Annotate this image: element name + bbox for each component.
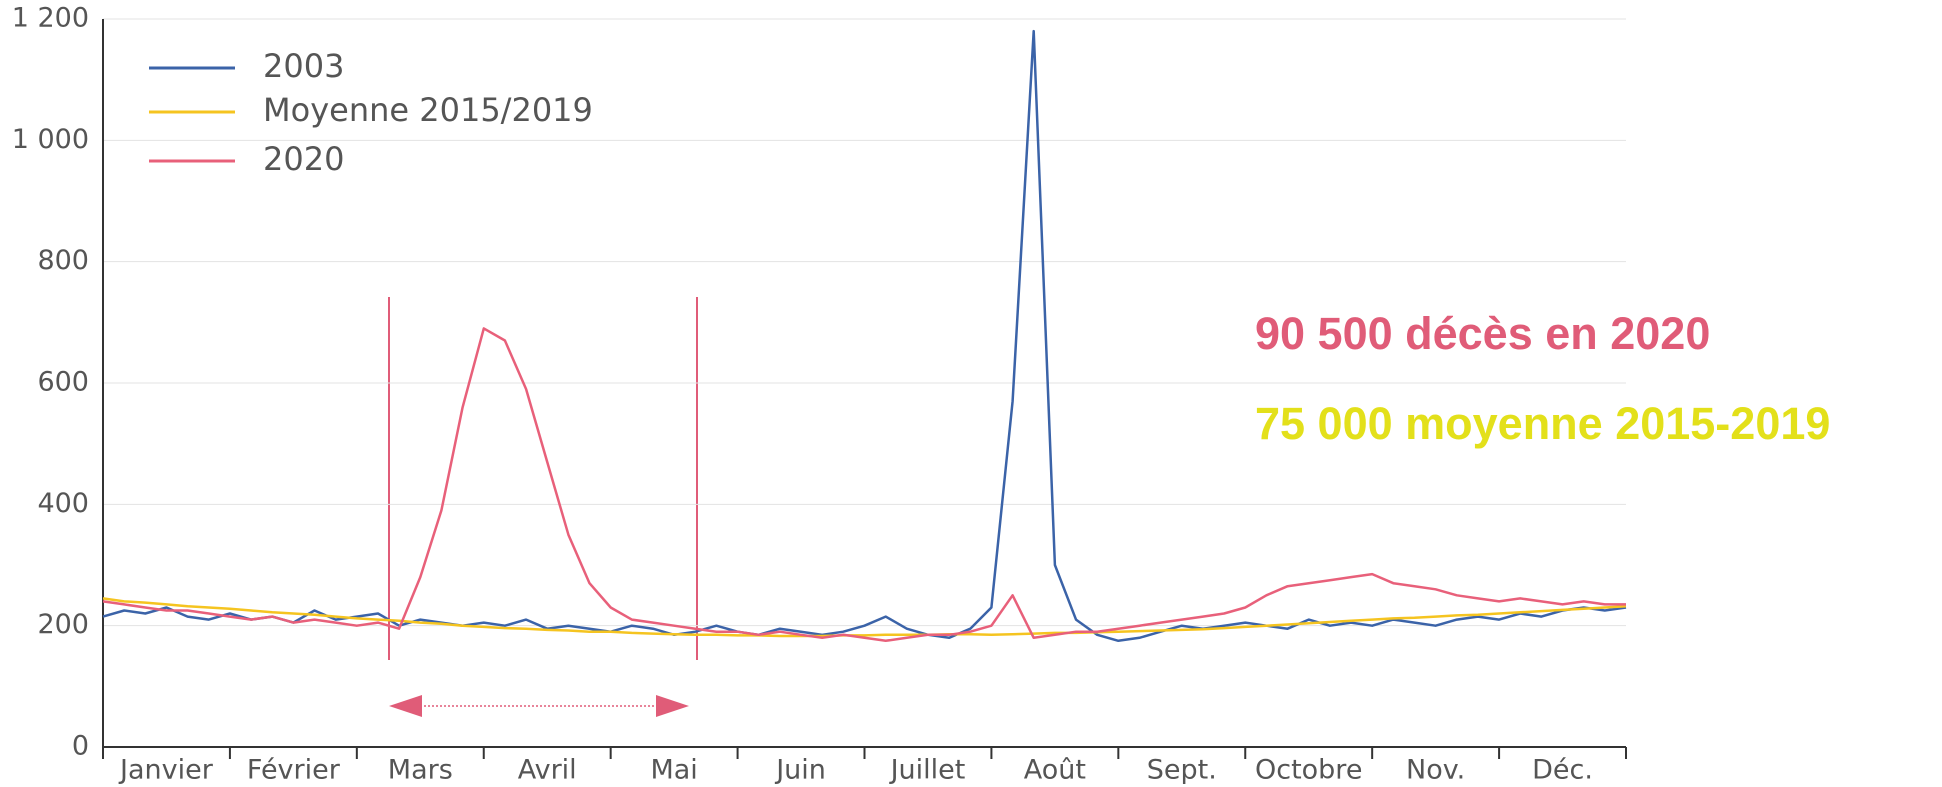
line-series <box>102 327 1626 643</box>
x-tick-label: Déc. <box>1532 755 1593 786</box>
annotation: 75 000 moyenne 2015-2019 <box>1255 398 1830 449</box>
y-tick-label: 1 200 <box>12 3 89 34</box>
arrow-head-left <box>389 695 422 717</box>
annotation: 90 500 décès en 2020 <box>1255 308 1710 359</box>
x-tick-label: Juillet <box>889 755 966 786</box>
x-tick-label: Sept. <box>1147 755 1217 786</box>
line-series <box>102 597 1627 638</box>
x-tick-label: Juin <box>774 755 826 786</box>
x-tick-label: Mars <box>388 755 453 786</box>
y-tick-label: 200 <box>37 609 89 640</box>
x-tick-label: Août <box>1024 755 1086 786</box>
legend-label: 2020 <box>263 140 344 178</box>
x-tick-label: Nov. <box>1406 755 1465 786</box>
line-series <box>102 29 1627 643</box>
x-tick-label: Octobre <box>1255 755 1362 786</box>
y-tick-label: 0 <box>72 731 89 762</box>
y-tick-label: 1 000 <box>12 124 89 155</box>
y-tick-label: 800 <box>37 245 89 276</box>
x-tick-label: Janvier <box>118 755 214 786</box>
legend-label: 2003 <box>263 47 344 85</box>
legend-label: Moyenne 2015/2019 <box>263 91 593 129</box>
arrow-head-right <box>656 695 689 717</box>
y-tick-label: 600 <box>37 367 89 398</box>
y-tick-label: 400 <box>37 488 89 519</box>
x-tick-label: Avril <box>518 755 577 786</box>
x-tick-label: Mai <box>650 755 697 786</box>
x-tick-label: Février <box>247 755 341 786</box>
